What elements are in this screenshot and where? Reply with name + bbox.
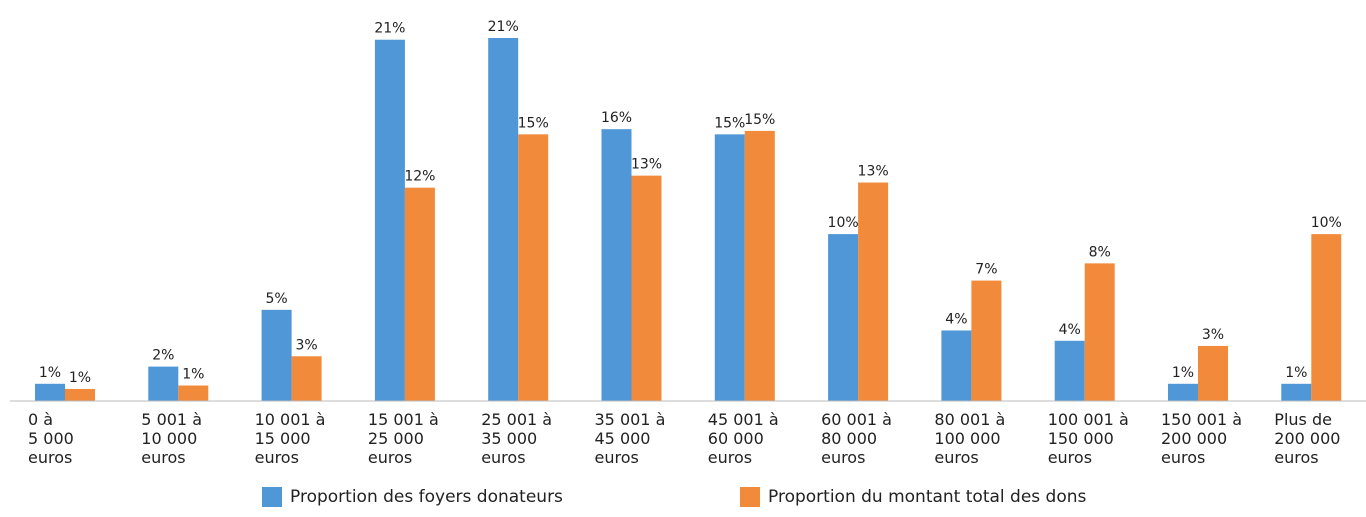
data-label: 1% [1172,365,1194,381]
data-label: 15% [744,112,775,128]
x-tick-label: 10 001 à 15 000 euros [254,410,326,467]
bar [1311,234,1342,401]
data-label: 13% [858,164,889,180]
legend-swatch [740,487,760,507]
x-tick-label: 0 à 5 000 euros [28,410,74,467]
data-label: 7% [975,262,997,278]
x-tick-label: 45 001 à 60 000 euros [707,410,779,467]
bar [941,330,972,401]
data-label: 5% [265,291,287,307]
legend-label: Proportion du montant total des dons [768,487,1087,507]
data-label: 4% [1059,322,1081,338]
legend-swatch [262,487,282,507]
x-tick-label: 25 001 à 35 000 euros [481,410,553,467]
data-label: 21% [488,19,519,35]
bar [291,356,322,401]
bar [971,280,1002,401]
bar [828,234,859,401]
bar [35,383,65,401]
bar [488,38,519,401]
bar [1168,383,1198,401]
x-tick-label: 100 001 à 150 000 euros [1047,410,1129,467]
data-label: 16% [601,110,632,126]
data-label: 1% [182,367,204,383]
data-label: 2% [152,348,174,364]
bar [1084,263,1115,401]
bar [65,388,95,401]
bar [1054,340,1085,401]
bar [148,366,179,401]
bar [404,187,435,401]
bar [858,182,889,401]
data-label: 1% [39,365,61,381]
x-tick-label: 150 001 à 200 000 euros [1161,410,1243,467]
data-label: 15% [518,115,549,131]
legend-label: Proportion des foyers donateurs [290,487,563,507]
bar [261,309,292,401]
data-label: 12% [404,169,435,185]
data-label: 10% [1311,215,1342,231]
bar [178,385,209,401]
data-label: 3% [1202,327,1224,343]
data-label: 1% [1285,365,1307,381]
bar [714,134,745,401]
data-label: 10% [828,215,859,231]
bar [374,39,405,402]
data-label: 3% [295,337,317,353]
data-label: 15% [714,115,745,131]
bar [631,175,662,401]
bar [601,129,632,401]
data-label: 1% [69,370,91,386]
bar [744,130,775,402]
x-tick-label: 60 001 à 80 000 euros [821,410,892,467]
data-label: 21% [374,21,405,37]
x-tick-label: 80 001 à 100 000 euros [934,410,1006,467]
data-label: 8% [1089,244,1111,260]
x-tick-label: 35 001 à 45 000 euros [594,410,666,467]
x-tick-label: 5 001 à 10 000 euros [141,410,202,467]
bar [1198,345,1228,401]
data-label: 4% [945,311,967,327]
bar [518,134,549,401]
x-tick-label: Plus de 200 000 euros [1274,410,1341,467]
x-tick-label: 15 001 à 25 000 euros [367,410,439,467]
bar [1281,383,1312,401]
data-label: 13% [631,157,662,173]
